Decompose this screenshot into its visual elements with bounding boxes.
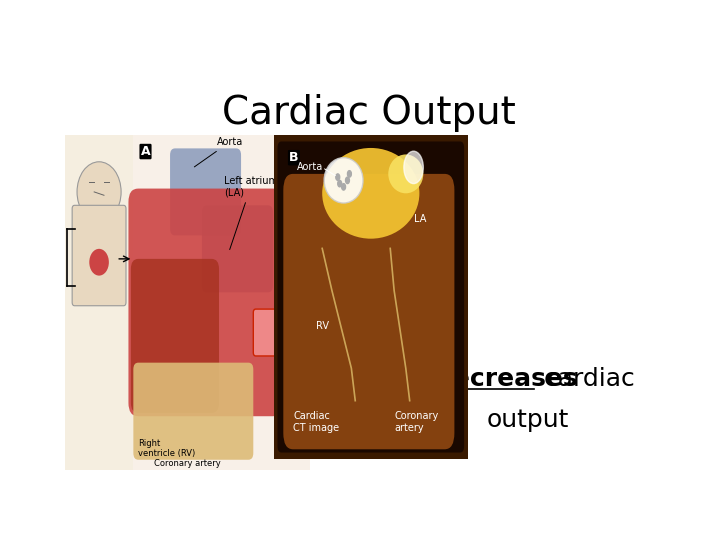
- Text: Coronary
artery: Coronary artery: [394, 411, 438, 433]
- Circle shape: [336, 174, 340, 180]
- FancyBboxPatch shape: [72, 205, 126, 306]
- Ellipse shape: [324, 158, 363, 203]
- Circle shape: [348, 171, 351, 177]
- FancyBboxPatch shape: [284, 174, 454, 449]
- Text: LA: LA: [413, 214, 426, 225]
- Text: decreases: decreases: [436, 367, 579, 391]
- Text: Left atrium
(LA): Left atrium (LA): [224, 176, 278, 249]
- Text: Aorta: Aorta: [194, 137, 243, 167]
- Text: Cardiac
CT image: Cardiac CT image: [293, 411, 339, 433]
- Text: Coronary artery: Coronary artery: [154, 460, 220, 469]
- FancyBboxPatch shape: [253, 309, 287, 356]
- Text: PPV: PPV: [394, 367, 449, 391]
- FancyBboxPatch shape: [128, 188, 283, 416]
- FancyBboxPatch shape: [133, 363, 253, 460]
- Ellipse shape: [388, 154, 423, 193]
- FancyBboxPatch shape: [131, 259, 219, 413]
- Text: output: output: [486, 408, 569, 433]
- Ellipse shape: [323, 148, 419, 239]
- FancyBboxPatch shape: [202, 205, 273, 292]
- Circle shape: [346, 177, 349, 184]
- Text: Aorta: Aorta: [297, 163, 323, 172]
- FancyBboxPatch shape: [170, 148, 241, 235]
- Text: cardiac: cardiac: [536, 367, 635, 391]
- Circle shape: [341, 184, 346, 190]
- Text: B: B: [289, 151, 299, 164]
- Text: Right
ventricle (RV): Right ventricle (RV): [138, 439, 196, 458]
- Text: RV: RV: [315, 321, 329, 332]
- Circle shape: [404, 151, 423, 184]
- Circle shape: [338, 180, 342, 187]
- FancyBboxPatch shape: [277, 141, 464, 453]
- Circle shape: [89, 249, 109, 275]
- FancyBboxPatch shape: [133, 135, 310, 470]
- FancyBboxPatch shape: [65, 135, 133, 470]
- Text: A: A: [140, 145, 150, 158]
- Text: Cardiac Output: Cardiac Output: [222, 94, 516, 132]
- Circle shape: [77, 162, 121, 222]
- FancyBboxPatch shape: [268, 125, 474, 469]
